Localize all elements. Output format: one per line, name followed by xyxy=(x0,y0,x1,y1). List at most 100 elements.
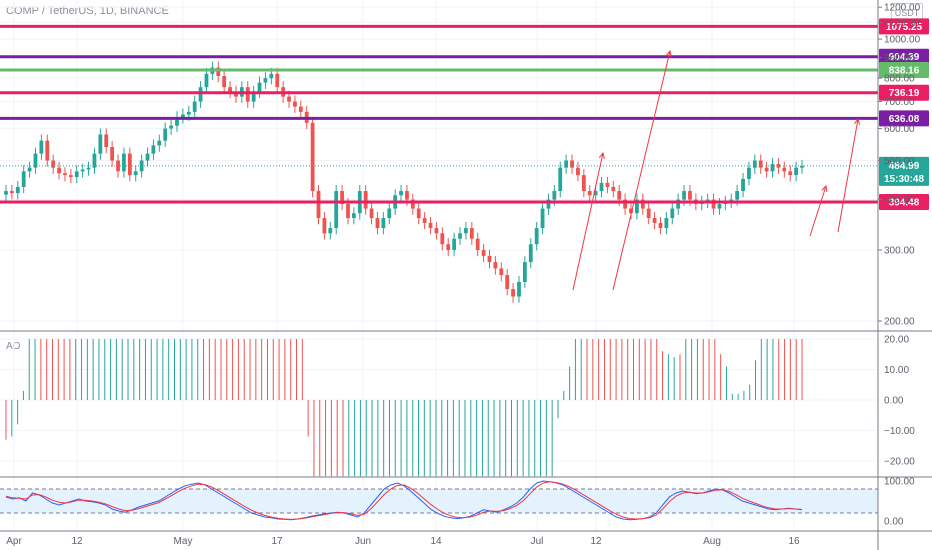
candle-body xyxy=(298,106,303,112)
x-tick-label: 12 xyxy=(71,536,83,547)
candle-body xyxy=(116,160,120,172)
x-tick-label: 14 xyxy=(430,536,442,547)
y-tick-label: 300.00 xyxy=(884,245,915,256)
candle-body xyxy=(269,73,274,79)
candle-body xyxy=(45,140,50,161)
candle-body xyxy=(51,160,56,168)
candle-body xyxy=(21,171,26,187)
candle-body xyxy=(629,208,633,214)
candle-body xyxy=(405,191,409,200)
stoch-tick-label: 0.00 xyxy=(884,517,904,528)
candle-body xyxy=(192,101,197,112)
candle-body xyxy=(676,199,681,209)
ao-tick-label: 0.00 xyxy=(884,396,904,407)
candle-body xyxy=(369,208,374,219)
candle-body xyxy=(375,218,380,229)
candle-body xyxy=(794,167,799,176)
arrow-head xyxy=(665,49,672,57)
candle-body xyxy=(570,160,574,168)
candle-body xyxy=(593,191,598,196)
candle-body xyxy=(9,191,14,194)
candle-body xyxy=(711,199,716,209)
candle-body xyxy=(758,160,763,168)
candle-body xyxy=(741,178,745,192)
candle-body xyxy=(717,204,722,209)
ao-histogram xyxy=(5,339,803,477)
candle-body xyxy=(770,164,775,172)
candle-body xyxy=(481,249,486,256)
candle-body xyxy=(399,191,403,196)
candle-body xyxy=(328,228,333,234)
candle-body xyxy=(110,147,115,161)
candle-body xyxy=(416,208,421,219)
y-tick-label: 400.00 xyxy=(884,195,915,206)
candle-body xyxy=(664,218,669,229)
candle-body xyxy=(581,175,586,192)
candle-body xyxy=(157,140,162,146)
candle-body xyxy=(576,167,580,176)
candle-body xyxy=(257,82,262,92)
candle-body xyxy=(534,228,539,245)
candles xyxy=(0,61,878,303)
candle-body xyxy=(587,191,592,196)
price-levels: 1075.25 904.39 838.16 736.19 636.08 394.48 484… xyxy=(0,18,929,211)
x-tick-label: Jun xyxy=(355,536,371,547)
candle-body xyxy=(652,218,657,223)
x-tick-label: 16 xyxy=(788,536,800,547)
x-tick-label: Aug xyxy=(703,536,721,547)
candle-body xyxy=(316,191,321,219)
candle-body xyxy=(163,128,168,141)
candle-body xyxy=(263,78,268,83)
candle-body xyxy=(98,134,103,154)
y-tick-label: 1000.00 xyxy=(884,35,921,46)
candle-body xyxy=(387,208,392,219)
candle-body xyxy=(776,164,781,168)
candle-body xyxy=(68,175,73,178)
candle-body xyxy=(623,199,628,209)
ao-tick-label: −10.00 xyxy=(884,426,915,437)
candle-body xyxy=(4,191,8,195)
candle-body xyxy=(487,255,492,263)
y-tick-label: 700.00 xyxy=(884,97,915,108)
candle-body xyxy=(92,153,97,168)
candle-body xyxy=(27,167,32,172)
candle-body xyxy=(57,167,61,174)
candle-body xyxy=(104,134,109,148)
candle-body xyxy=(599,182,604,192)
price-level-label: 838.16 xyxy=(889,66,920,77)
arrow-head xyxy=(821,184,828,193)
candle-body xyxy=(169,125,173,129)
grid xyxy=(0,0,878,531)
price-level-label: 736.19 xyxy=(889,88,920,99)
price-level-label: 904.39 xyxy=(889,52,920,63)
candle-body xyxy=(151,145,156,154)
candle-body xyxy=(198,87,203,102)
projection-arrows xyxy=(572,49,861,291)
candle-body xyxy=(74,171,79,178)
candle-body xyxy=(670,208,675,219)
candle-body xyxy=(175,117,179,126)
ao-tick-label: 10.00 xyxy=(884,365,909,376)
candle-body xyxy=(682,191,686,200)
arrow-line xyxy=(612,50,671,291)
candle-body xyxy=(546,199,551,209)
arrow-head xyxy=(598,151,605,159)
x-tick-label: 12 xyxy=(590,536,602,547)
arrow-line xyxy=(572,152,604,291)
candle-body xyxy=(334,191,339,229)
countdown-label: 15:30:48 xyxy=(884,174,924,185)
stoch-k-line xyxy=(5,480,803,521)
candle-body xyxy=(688,191,692,200)
candle-body xyxy=(752,160,757,168)
arrow-head xyxy=(854,117,861,125)
candle-body xyxy=(39,140,44,154)
y-tick-label: 1200.00 xyxy=(884,3,921,14)
stoch-rsi-panel xyxy=(0,480,878,521)
candle-body xyxy=(86,167,91,170)
price-level-tag xyxy=(879,110,929,127)
candle-body xyxy=(452,238,457,250)
candle-body xyxy=(800,165,804,168)
y-tick-label: 600.00 xyxy=(884,124,915,135)
candle-body xyxy=(646,208,651,219)
